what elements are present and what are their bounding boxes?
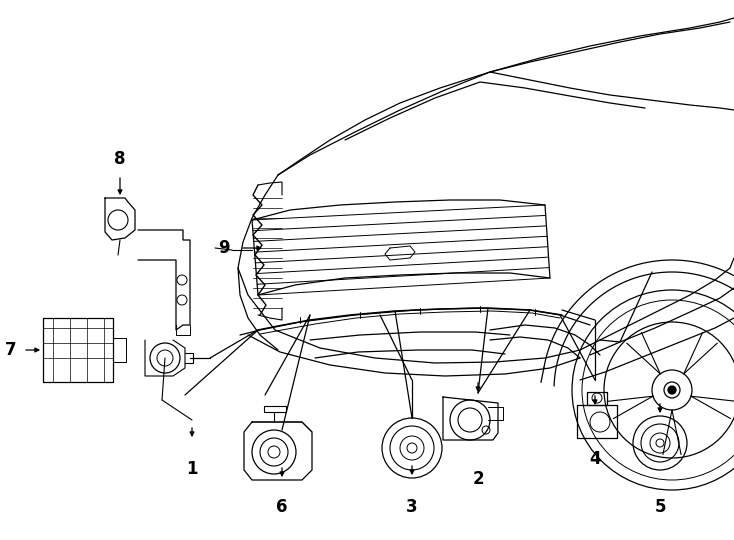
Text: 7: 7 xyxy=(4,341,16,359)
Circle shape xyxy=(664,382,680,398)
Text: 1: 1 xyxy=(186,460,197,478)
Text: 6: 6 xyxy=(276,498,288,516)
Circle shape xyxy=(668,386,676,394)
Text: 4: 4 xyxy=(589,450,601,468)
Text: 8: 8 xyxy=(115,150,126,168)
Text: 5: 5 xyxy=(654,498,666,516)
Text: 9: 9 xyxy=(219,239,230,257)
Text: 3: 3 xyxy=(406,498,418,516)
Text: 2: 2 xyxy=(472,470,484,488)
